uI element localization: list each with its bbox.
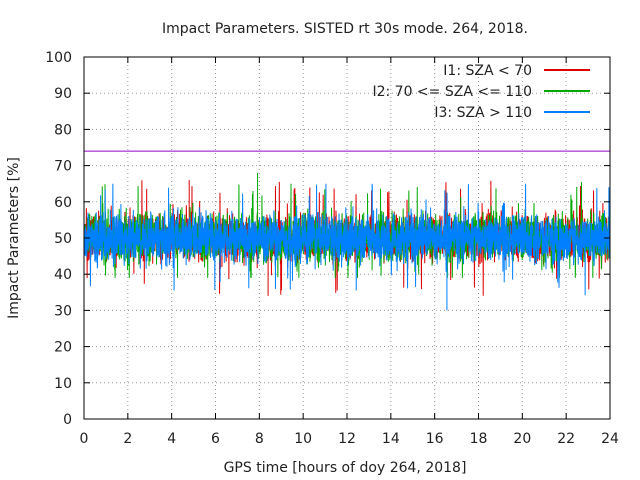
x-tick-label: 12: [338, 431, 356, 447]
x-tick-label: 24: [601, 431, 619, 447]
y-tick-label: 80: [54, 122, 72, 138]
x-axis-label: GPS time [hours of doy 264, 2018]: [224, 460, 467, 476]
y-tick-label: 10: [54, 376, 72, 392]
legend: I1: SZA < 70 I2: 70 <= SZA <= 110 I3: SZA …: [372, 63, 590, 121]
y-tick-label: 40: [54, 267, 72, 283]
chart-title: Impact Parameters. SISTED rt 30s mode. 2…: [162, 21, 528, 37]
series-layer: [83, 172, 611, 311]
y-tick-label: 50: [54, 231, 72, 247]
x-tick-label: 22: [557, 431, 575, 447]
y-tick-label: 70: [54, 159, 72, 175]
x-tick-label: 6: [211, 431, 220, 447]
x-tick-label: 0: [80, 431, 89, 447]
y-tick-label: 90: [54, 86, 72, 102]
x-tick-label: 10: [294, 431, 312, 447]
legend-label: I2: 70 <= SZA <= 110: [372, 84, 532, 100]
y-axis-label: Impact Parameters [%]: [6, 157, 22, 319]
x-tick-label: 20: [513, 431, 531, 447]
y-tick-label: 30: [54, 303, 72, 319]
series-line-3: [83, 183, 611, 311]
x-tick-label: 14: [382, 431, 400, 447]
x-tick-label: 2: [123, 431, 132, 447]
legend-label: I1: SZA < 70: [443, 63, 532, 79]
y-tick-label: 60: [54, 195, 72, 211]
x-tick-label: 16: [426, 431, 444, 447]
y-tick-label: 0: [63, 412, 72, 428]
x-tick-label: 8: [255, 431, 264, 447]
axis-ticks: 0 2 4 6 8 10 12 14 16 18 20 22 240102030405060708090…: [45, 50, 619, 447]
legend-label: I3: SZA > 110: [434, 105, 532, 121]
y-tick-label: 100: [45, 50, 72, 66]
x-tick-label: 4: [167, 431, 176, 447]
x-tick-label: 18: [470, 431, 488, 447]
y-tick-label: 20: [54, 340, 72, 356]
